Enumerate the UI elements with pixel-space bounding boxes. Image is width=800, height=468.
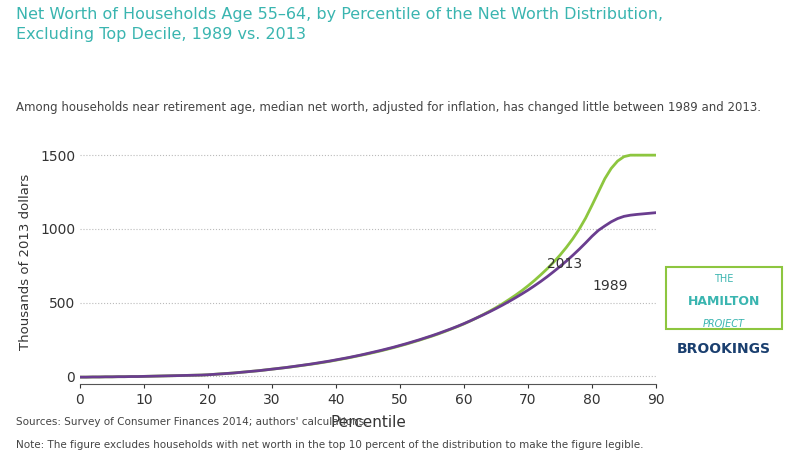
X-axis label: Percentile: Percentile bbox=[330, 415, 406, 430]
Text: 1989: 1989 bbox=[592, 279, 627, 293]
Text: BROOKINGS: BROOKINGS bbox=[677, 343, 771, 357]
Text: Among households near retirement age, median net worth, adjusted for inflation, : Among households near retirement age, me… bbox=[16, 101, 761, 114]
Text: HAMILTON: HAMILTON bbox=[688, 295, 760, 308]
Text: Note: The figure excludes households with net worth in the top 10 percent of the: Note: The figure excludes households wit… bbox=[16, 440, 643, 450]
Text: Sources: Survey of Consumer Finances 2014; authors' calculations.: Sources: Survey of Consumer Finances 201… bbox=[16, 417, 368, 426]
Text: THE: THE bbox=[714, 274, 734, 285]
Text: 2013: 2013 bbox=[547, 257, 582, 271]
Text: Net Worth of Households Age 55–64, by Percentile of the Net Worth Distribution,
: Net Worth of Households Age 55–64, by Pe… bbox=[16, 7, 663, 42]
Y-axis label: Thousands of 2013 dollars: Thousands of 2013 dollars bbox=[18, 174, 32, 350]
Text: PROJECT: PROJECT bbox=[703, 319, 745, 329]
